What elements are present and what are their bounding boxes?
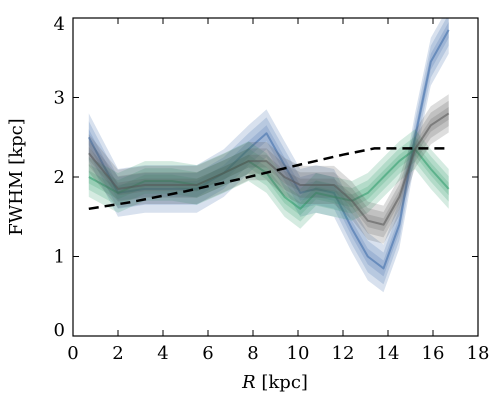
x-tick-label: 16: [422, 343, 445, 364]
x-tick-label: 4: [157, 343, 168, 364]
y-tick-label: 0: [54, 320, 65, 341]
series-0-line: [87, 29, 450, 270]
x-tick-label: 2: [112, 343, 123, 364]
x-tick-label: 8: [247, 343, 258, 364]
x-axis: 0 2 4 6 8 10 12 14 16 18: [67, 18, 489, 364]
y-tick-label: 4: [54, 14, 65, 35]
x-tick-label: 12: [332, 343, 355, 364]
series-0-band-1: [88, 18, 449, 285]
plot-data: [87, 18, 450, 293]
x-tick-label: 6: [202, 343, 213, 364]
series-1-band-1: [88, 136, 449, 222]
y-axis: 0 1 2 3 4: [54, 14, 478, 341]
x-tick-label: 10: [287, 343, 310, 364]
series-3-dashed-line: [88, 147, 449, 211]
x-tick-label: 0: [67, 343, 78, 364]
series-2-band-0: [88, 94, 449, 244]
series-1-band-0: [88, 129, 449, 229]
series-2-band-1: [88, 100, 449, 238]
x-axis-label: R [kpc]: [241, 372, 308, 393]
y-tick-label: 1: [54, 247, 65, 268]
series-2-line: [88, 112, 450, 226]
series-2-band-2: [88, 107, 449, 232]
y-tick-label: 2: [54, 167, 65, 188]
y-tick-label: 3: [54, 88, 65, 109]
series-0-band-0: [88, 18, 449, 293]
x-tick-label: 14: [377, 343, 400, 364]
x-tick-label: 18: [467, 343, 490, 364]
y-axis-label: FWHM [kpc]: [6, 118, 27, 235]
series-1-line: [88, 148, 450, 210]
